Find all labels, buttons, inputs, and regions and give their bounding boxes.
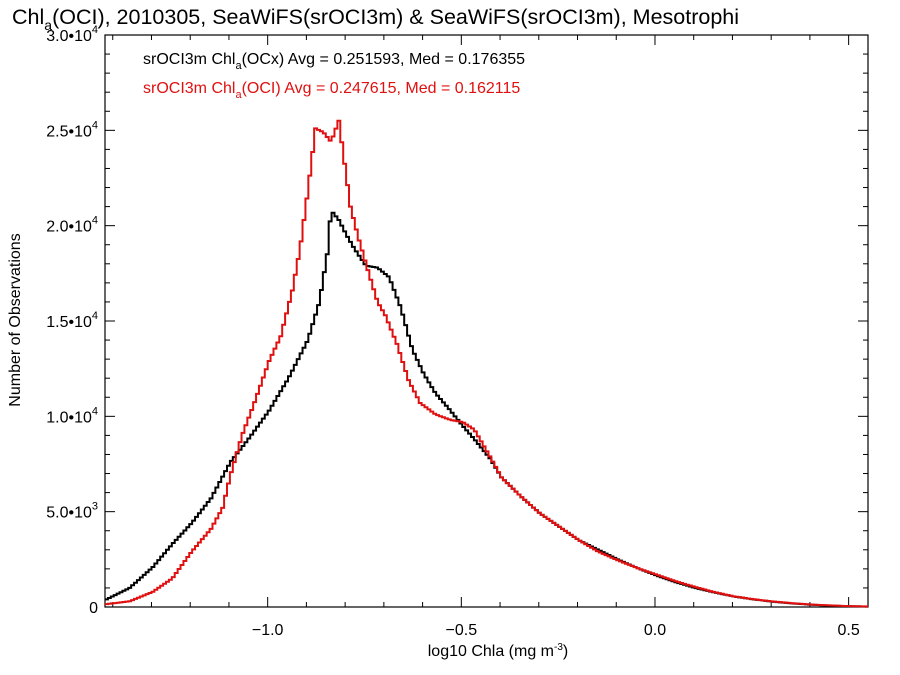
axes — [104, 34, 869, 608]
x-tick-label: 0.5 — [838, 622, 860, 639]
legend-ocx-subscript: a — [235, 60, 242, 72]
chart-title-rest: (OCI), 2010305, SeaWiFS(srOCI3m) & SeaWi… — [52, 5, 739, 29]
y-tick-label: 2.0•104 — [46, 215, 98, 236]
plot-frame — [104, 34, 869, 608]
series-group — [105, 119, 868, 608]
x-tick-label: 0.0 — [644, 622, 666, 639]
y-tick-label: 0 — [89, 600, 98, 617]
x-axis-ticks: −1.0 −0.5 0.0 0.5 — [112, 35, 860, 639]
legend-ocx-rest: (OCx) Avg = 0.251593, Med = 0.176355 — [242, 51, 526, 68]
y-tick-label: 3.0•104 — [46, 24, 98, 45]
series-line-oci — [105, 119, 868, 608]
chart-title: Chla(OCI), 2010305, SeaWiFS(srOCI3m) & S… — [12, 5, 739, 33]
y-axis-label: Number of Observations — [7, 233, 24, 406]
y-tick-label: 1.5•104 — [46, 310, 98, 331]
x-tick-label: −1.0 — [252, 622, 284, 639]
legend-oci-rest: (OCI) Avg = 0.247615, Med = 0.162115 — [242, 80, 521, 97]
y-tick-label: 2.5•104 — [46, 119, 98, 140]
y-tick-label: 1.0•104 — [46, 405, 98, 426]
x-tick-label: −0.5 — [446, 622, 478, 639]
legend-entry-oci: srOCI3m Chla(OCI) Avg = 0.247615, Med = … — [143, 80, 520, 101]
chart-title-main: Chl — [12, 5, 44, 29]
chart-title-subscript: a — [44, 17, 52, 33]
legend-ocx-main: srOCI3m Chl — [143, 51, 235, 68]
legend-oci-main: srOCI3m Chl — [143, 80, 235, 97]
x-axis-label: log10 Chla (mg m-3) — [428, 642, 569, 660]
legend-oci-subscript: a — [235, 89, 242, 101]
y-axis-ticks: 0 5.0•103 1.0•104 1.5•104 2.0•104 2.5•104 3.0•… — [46, 24, 868, 617]
x-axis-label-rest: ) — [563, 643, 568, 660]
x-axis-label-superscript: -3 — [554, 642, 563, 653]
legend-entry-ocx: srOCI3m Chla(OCx) Avg = 0.251593, Med = … — [143, 51, 525, 72]
y-tick-label: 5.0•103 — [46, 501, 98, 522]
x-axis-label-main: log10 Chla (mg m — [428, 643, 554, 660]
series-line-ocx — [105, 211, 868, 608]
